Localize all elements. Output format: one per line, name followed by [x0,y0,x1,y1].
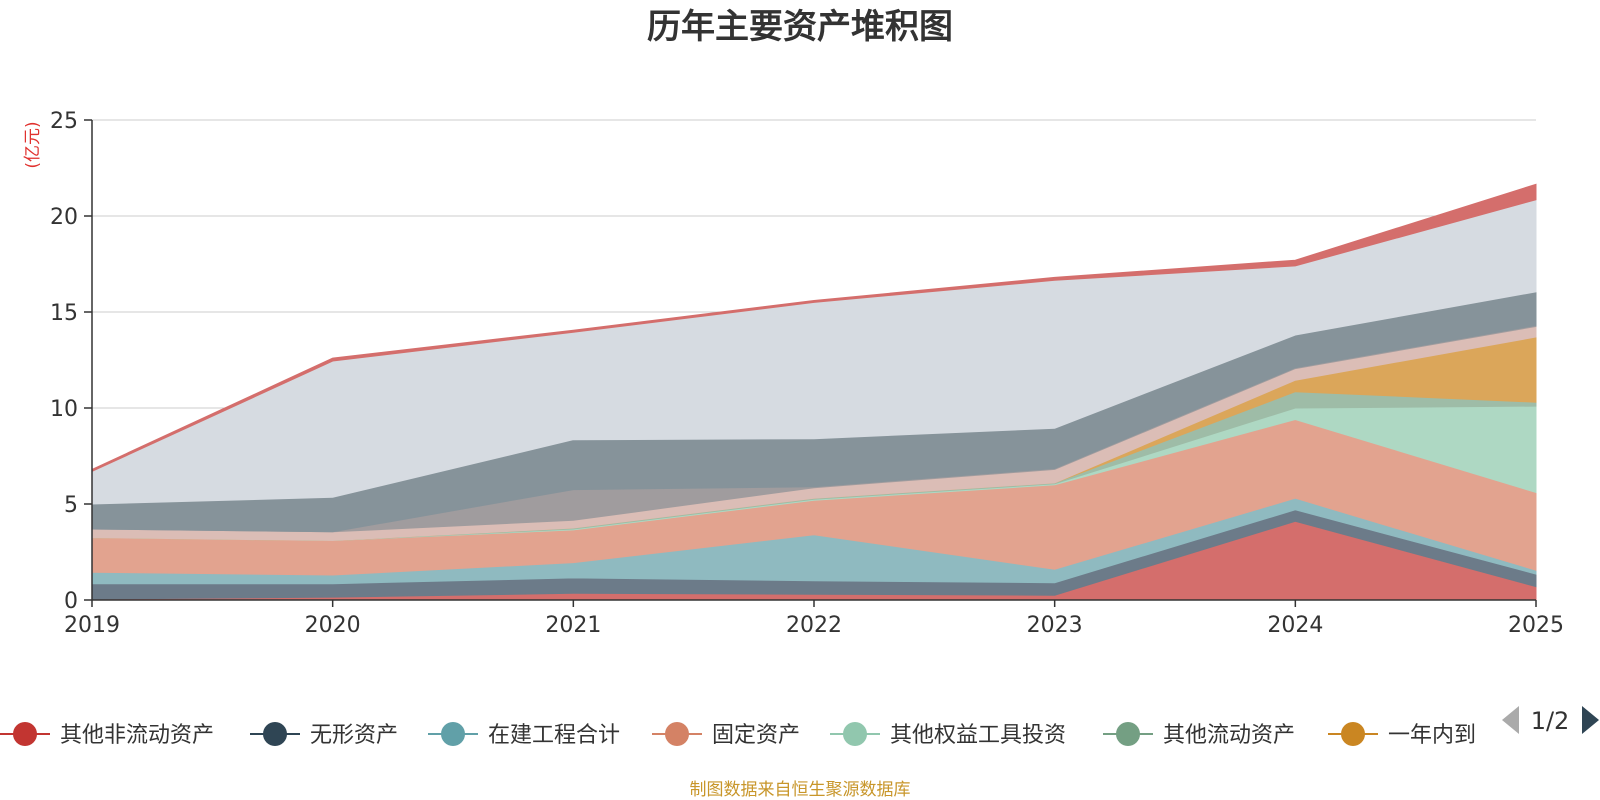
x-tick-label-3: 2022 [786,613,842,638]
legend-marker-icon [1116,722,1140,746]
x-tick-label-1: 2020 [305,613,361,638]
x-tick-label-2: 2021 [545,613,601,638]
legend-marker-icon [263,722,287,746]
legend-item-7[interactable]: 一年内到 [1328,722,1476,748]
y-tick-label-2: 10 [50,397,78,422]
legend-label: 无形资产 [310,723,398,748]
legend-item-5[interactable]: 其他权益工具投资 [830,722,1066,748]
x-tick-label-6: 2025 [1508,613,1564,638]
y-tick-label-4: 20 [50,205,78,230]
legend-label: 固定资产 [712,723,800,748]
legend-item-1[interactable]: 其他非流动资产 [0,722,214,748]
legend-marker-icon [843,722,867,746]
legend-prev-icon[interactable] [1502,706,1519,734]
legend: 其他非流动资产 无形资产 在建工程合计 固定资产 其他权益工具投资 其他流动资产 一年内到 [0,722,1476,748]
legend-label: 其他非流动资产 [60,723,214,748]
x-tick-label-0: 2019 [64,613,120,638]
legend-item-2[interactable]: 无形资产 [250,722,398,748]
legend-item-4[interactable]: 固定资产 [652,722,800,748]
y-tick-label-0: 0 [64,589,78,614]
y-tick-label-3: 15 [50,301,78,326]
legend-label: 其他流动资产 [1163,723,1295,748]
legend-marker-icon [665,722,689,746]
y-tick-label-5: 25 [50,109,78,134]
x-tick-label-5: 2024 [1267,613,1323,638]
legend-label: 一年内到 [1388,723,1476,748]
area-series-12 [91,183,1537,473]
legend-page-label: 1/2 [1531,707,1570,735]
area-series-group [91,183,1537,601]
data-source-note: 制图数据来自恒生聚源数据库 [690,780,911,800]
legend-pager: 1/2 [1502,706,1599,735]
legend-item-6[interactable]: 其他流动资产 [1103,722,1295,748]
legend-next-icon[interactable] [1582,706,1599,734]
legend-item-3[interactable]: 在建工程合计 [428,722,620,748]
chart-title: 历年主要资产堆积图 [647,7,953,47]
y-tick-label-1: 5 [64,493,78,518]
legend-marker-icon [441,722,465,746]
x-tick-label-4: 2023 [1027,613,1083,638]
y-axis-unit-label: (亿元) [23,121,43,168]
legend-marker-icon [1341,722,1365,746]
legend-label: 在建工程合计 [488,723,620,748]
legend-marker-icon [13,722,37,746]
legend-label: 其他权益工具投资 [890,723,1066,748]
